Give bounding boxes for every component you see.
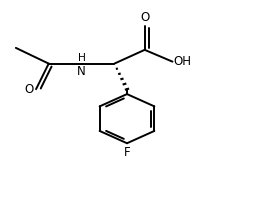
Text: O: O [140,11,149,24]
Text: O: O [24,83,34,96]
Text: OH: OH [174,55,192,68]
Text: H: H [77,53,85,63]
Text: F: F [124,146,130,159]
Text: N: N [77,65,86,78]
